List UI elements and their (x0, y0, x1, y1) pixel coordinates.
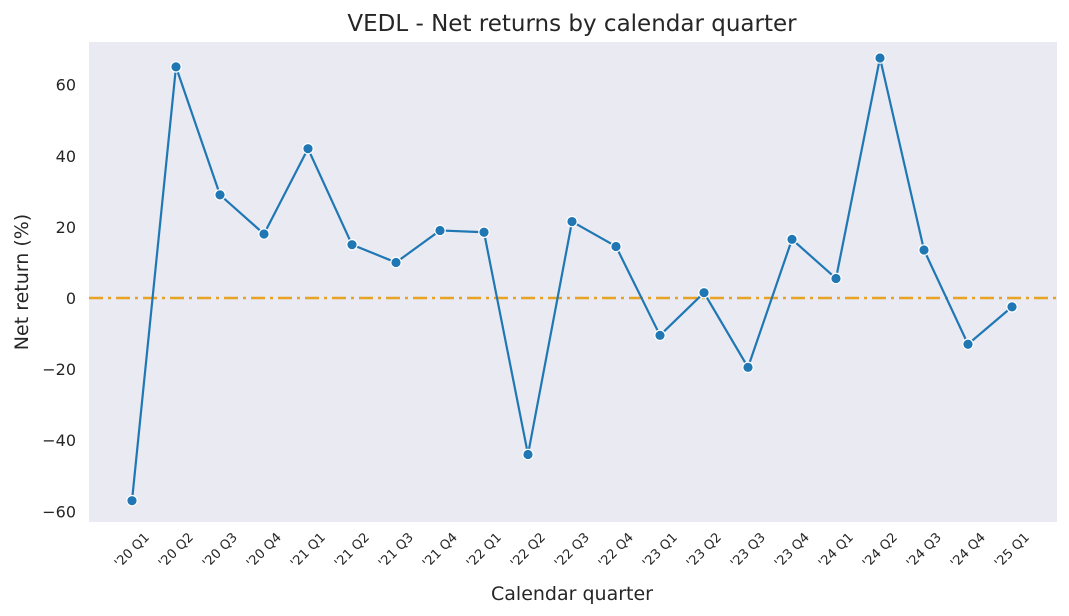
y-tick-label: 60 (56, 76, 76, 95)
x-tick-label: '23 Q1 (640, 530, 681, 571)
data-point (346, 238, 358, 251)
x-tick-label: '23 Q4 (772, 530, 813, 571)
data-point (1006, 301, 1018, 313)
net-return-data-points (126, 52, 1018, 507)
x-tick-label: '22 Q4 (596, 530, 637, 571)
y-tick-label: 40 (56, 147, 76, 166)
x-tick-label: '25 Q1 (992, 530, 1033, 571)
y-tick-label: 20 (56, 218, 76, 237)
y-tick-label: −20 (42, 360, 76, 379)
y-axis-label: Net return (%) (11, 214, 33, 350)
y-axis-ticks: 60 40 20 0 −20 −40 −60 (42, 76, 76, 522)
x-tick-label: '20 Q2 (156, 530, 197, 571)
data-point (522, 448, 534, 461)
data-point (610, 240, 622, 253)
x-tick-label: '20 Q4 (244, 530, 285, 571)
data-point (654, 329, 666, 342)
x-tick-label: '24 Q1 (816, 530, 857, 571)
plot-area (89, 42, 1057, 522)
x-tick-label: '21 Q1 (288, 530, 329, 571)
data-point (126, 494, 138, 507)
data-point (214, 189, 226, 201)
chart-title: VEDL - Net returns by calendar quarter (347, 11, 797, 37)
data-point (742, 361, 754, 374)
data-point (962, 338, 974, 351)
x-tick-label: '24 Q2 (860, 530, 901, 571)
data-point (302, 142, 314, 155)
x-tick-label: '22 Q3 (552, 530, 593, 571)
x-tick-label: '20 Q1 (112, 530, 153, 571)
x-tick-label: '24 Q3 (904, 530, 945, 571)
x-tick-label: '21 Q3 (376, 530, 417, 571)
data-point (258, 228, 270, 240)
x-tick-label: '22 Q2 (508, 530, 549, 571)
y-tick-label: −40 (42, 431, 76, 450)
data-point (918, 244, 930, 256)
data-point (390, 256, 402, 269)
data-point (434, 224, 446, 237)
data-point (170, 61, 182, 73)
data-point (830, 272, 842, 285)
data-point (478, 226, 490, 239)
x-tick-label: '21 Q4 (420, 530, 461, 571)
data-point (786, 233, 798, 246)
x-tick-label: '22 Q1 (464, 530, 505, 571)
data-point (698, 286, 710, 299)
x-tick-label: '21 Q2 (332, 530, 373, 571)
x-axis-label: Calendar quarter (491, 583, 653, 605)
data-point (566, 215, 578, 228)
x-tick-label: '23 Q3 (728, 530, 769, 571)
x-tick-label: '24 Q4 (948, 530, 989, 571)
x-tick-label: '20 Q3 (200, 530, 241, 571)
x-axis-ticks: '20 Q1'20 Q2'20 Q3'20 Q4'21 Q1'21 Q2'21 … (112, 530, 1033, 571)
y-tick-label: −60 (42, 502, 76, 521)
y-tick-label: 0 (66, 289, 76, 308)
x-tick-label: '23 Q2 (684, 530, 725, 571)
data-point (874, 52, 886, 64)
